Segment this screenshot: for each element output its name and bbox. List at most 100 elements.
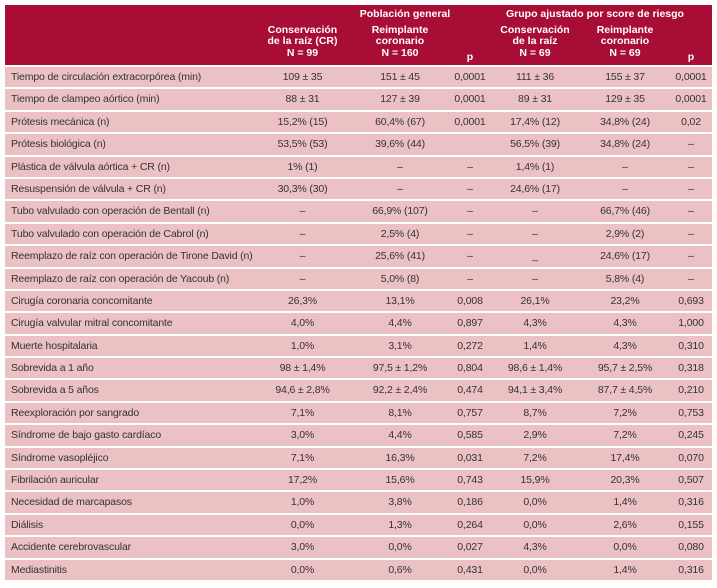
table-body: Tiempo de circulación extracorpórea (min… bbox=[5, 67, 712, 580]
cr-general-value: 1,0% bbox=[290, 339, 315, 352]
row-label: Sobrevida a 1 año bbox=[11, 362, 94, 375]
cr-general-value: 7,1% bbox=[290, 406, 315, 419]
table-row: Síndrome vasopléjico 7,1% 16,3% 0,031 7,2% 17… bbox=[5, 447, 712, 469]
p-adjusted-value: 0,316 bbox=[678, 496, 704, 509]
row-label: Tiempo de circulación extracorpórea (min… bbox=[11, 71, 202, 83]
table-row: Mediastinitis 0,0% 0,6% 0,431 0,0% 1,4% 0,316 bbox=[5, 559, 712, 580]
results-table: Población general Grupo ajustado por sco… bbox=[5, 5, 712, 580]
table-row: Reemplazo de raíz con operación de Tiron… bbox=[5, 246, 712, 267]
row-label: Tubo valvulado con operación de Cabrol (… bbox=[11, 227, 209, 240]
reimplant-adjusted-value: – bbox=[622, 160, 628, 173]
table-row: Tubo valvulado con operación de Cabrol (… bbox=[5, 223, 712, 245]
table-header: Población general Grupo ajustado por sco… bbox=[5, 5, 712, 65]
reimplant-adjusted-value: 4,3% bbox=[613, 317, 637, 330]
table-row: Prótesis biológica (n) 53,5% (53) 39,6% (4… bbox=[5, 134, 712, 155]
reimplant-general-value: 97,5 ± 1,2% bbox=[372, 362, 428, 375]
reimplant-adjusted-value: 2,9% (2) bbox=[605, 227, 645, 240]
row-label: Síndrome de bajo gasto cardíaco bbox=[11, 429, 162, 442]
p-general-value: 0,897 bbox=[457, 317, 483, 330]
p-adjusted-value: 0,155 bbox=[678, 518, 704, 531]
col-header-reimplant-general: Reimplante coronario N = 160 bbox=[350, 23, 450, 60]
reimplant-adjusted-value: – bbox=[622, 182, 628, 195]
cr-adjusted-value: 0,0% bbox=[523, 563, 547, 576]
reimplant-general-value: 0,0% bbox=[388, 541, 412, 554]
cr-adjusted-value: 1,4% (1) bbox=[515, 160, 555, 173]
table-row: Síndrome de bajo gasto cardíaco 3,0% 4,4% 0… bbox=[5, 425, 712, 446]
cr-adjusted-value: 0,0% bbox=[523, 518, 547, 531]
reimplant-general-value: 3,8% bbox=[388, 496, 412, 509]
cr-general-value: 3,0% bbox=[290, 541, 315, 554]
reimplant-general-value: 16,3% bbox=[385, 451, 415, 464]
reimplant-adjusted-value: 0,0% bbox=[613, 541, 637, 554]
table-row: Cirugía coronaria concomitante 26,3% 13,1%… bbox=[5, 290, 712, 312]
p-adjusted-value: 0,210 bbox=[678, 384, 704, 397]
cr-adjusted-value: 1,4% bbox=[523, 339, 547, 352]
cr-general-value: 98 ± 1,4% bbox=[279, 362, 326, 375]
p-general-value: 0,272 bbox=[457, 339, 483, 352]
p-general-value: 0,031 bbox=[457, 451, 483, 464]
reimplant-adjusted-value: 24,6% (17) bbox=[600, 250, 650, 263]
col-header-p-adjusted: p bbox=[687, 50, 695, 63]
col-header-line: Conservación bbox=[500, 23, 570, 36]
cr-general-value: 1% (1) bbox=[287, 160, 318, 173]
table-row: Resuspensión de válvula + CR (n) 30,3% (3… bbox=[5, 178, 712, 200]
reimplant-adjusted-value: 34,8% (24) bbox=[600, 138, 650, 151]
cr-adjusted-value: 2,9% bbox=[523, 429, 547, 442]
p-adjusted-value: 0,070 bbox=[678, 451, 704, 464]
cr-adjusted-value: 111 ± 36 bbox=[515, 71, 555, 83]
p-adjusted-value: – bbox=[688, 205, 694, 218]
cr-general-value: 17,2% bbox=[287, 474, 318, 487]
reimplant-general-value: 60,4% (67) bbox=[375, 115, 425, 128]
p-adjusted-value: 0,080 bbox=[678, 541, 704, 554]
reimplant-general-value: 5,0% (8) bbox=[380, 272, 420, 285]
p-adjusted-value: – bbox=[688, 227, 694, 240]
cr-general-value: 1,0% bbox=[290, 496, 315, 509]
table-row: Tubo valvulado con operación de Bentall … bbox=[5, 201, 712, 222]
cr-general-value: 7,1% bbox=[290, 451, 315, 464]
p-general-value: 0,585 bbox=[457, 429, 483, 442]
reimplant-general-value: 2,5% (4) bbox=[380, 227, 420, 240]
col-header-line: Reimplante bbox=[371, 23, 429, 36]
reimplant-general-value: 4,4% bbox=[388, 317, 412, 330]
cr-general-value: 4,0% bbox=[290, 317, 315, 330]
col-header-line: de la raíz (CR) bbox=[267, 35, 338, 47]
group-header-adjusted: Grupo ajustado por score de riesgo bbox=[506, 8, 684, 20]
row-label: Necesidad de marcapasos bbox=[11, 496, 132, 509]
row-label: Tubo valvulado con operación de Bentall … bbox=[11, 205, 210, 218]
cr-general-value: 109 ± 35 bbox=[282, 71, 323, 83]
p-general-value: – bbox=[467, 205, 473, 218]
p-general-value: 0,431 bbox=[457, 563, 483, 576]
p-adjusted-value: 0,693 bbox=[678, 294, 704, 307]
p-adjusted-value: – bbox=[688, 182, 694, 195]
p-general-value bbox=[450, 134, 490, 154]
p-adjusted-value: 0,0001 bbox=[675, 71, 707, 83]
reimplant-adjusted-value: 4,3% bbox=[613, 339, 637, 352]
reimplant-adjusted-value: 23,2% bbox=[610, 294, 640, 307]
row-label: Tiempo de clampeo aórtico (min) bbox=[11, 93, 160, 106]
table-row: Necesidad de marcapasos 1,0% 3,8% 0,186 0,0%… bbox=[5, 492, 712, 513]
row-label: Diálisis bbox=[11, 518, 44, 531]
reimplant-adjusted-value: 2,6% bbox=[613, 518, 637, 531]
row-label: Plástica de válvula aórtica + CR (n) bbox=[11, 160, 170, 173]
cr-general-value: 94,6 ± 2,8% bbox=[275, 384, 330, 397]
col-header-line: de la raíz bbox=[512, 35, 558, 47]
p-adjusted-value: – bbox=[688, 160, 694, 173]
row-label: Fibrilación auricular bbox=[11, 474, 99, 487]
col-header-cr-adjusted: Conservación de la raíz N = 69 bbox=[490, 23, 580, 60]
p-general-value: 0,804 bbox=[457, 362, 483, 375]
col-header-line: Conservación bbox=[267, 23, 338, 36]
table-row: Tiempo de circulación extracorpórea (min… bbox=[5, 67, 712, 88]
p-general-value: 0,0001 bbox=[454, 93, 486, 106]
table-row: Diálisis 0,0% 1,3% 0,264 0,0% 2,6% 0,155 bbox=[5, 514, 712, 536]
row-label: Reemplazo de raíz con operación de Tiron… bbox=[11, 250, 253, 263]
p-adjusted-value: 1,000 bbox=[678, 317, 704, 330]
cr-general-value: – bbox=[299, 272, 306, 285]
table-row: Sobrevida a 5 años 94,6 ± 2,8% 92,2 ± 2,4%… bbox=[5, 380, 712, 401]
cr-general-value: 15,2% (15) bbox=[277, 115, 328, 128]
reimplant-adjusted-value: 66,7% (46) bbox=[600, 205, 650, 218]
row-label: Mediastinitis bbox=[11, 563, 67, 576]
p-adjusted-value: 0,507 bbox=[678, 474, 704, 487]
row-label: Reemplazo de raíz con operación de Yacou… bbox=[11, 272, 230, 285]
p-adjusted-value: 0,02 bbox=[681, 115, 701, 128]
row-label: Resuspensión de válvula + CR (n) bbox=[11, 182, 166, 195]
